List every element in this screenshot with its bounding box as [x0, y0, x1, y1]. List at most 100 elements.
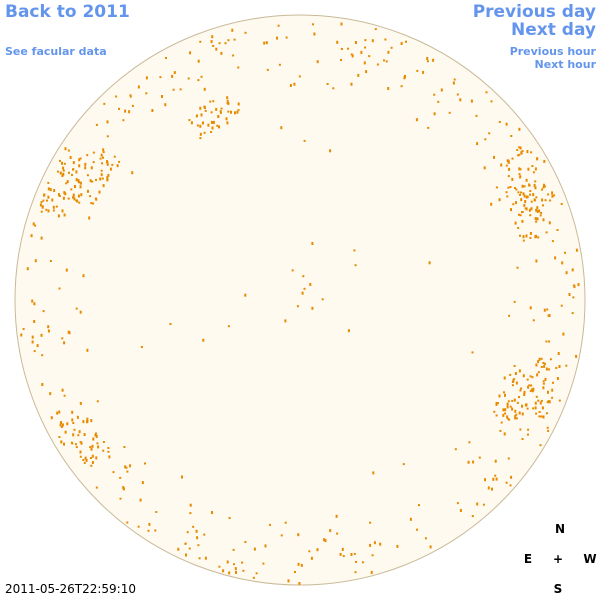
facula: [492, 477, 495, 481]
facula: [354, 41, 357, 44]
facula: [102, 184, 105, 188]
facula: [74, 185, 76, 188]
facula: [147, 529, 150, 532]
facula: [209, 100, 212, 103]
facula: [329, 149, 332, 153]
facula: [199, 40, 202, 43]
facula: [548, 340, 550, 343]
facula: [189, 503, 192, 507]
facula: [122, 486, 125, 490]
facula: [541, 198, 544, 202]
facula: [523, 390, 526, 394]
facula: [519, 234, 521, 237]
facula: [26, 267, 29, 271]
facula: [59, 159, 61, 162]
facula: [47, 209, 50, 213]
facula: [516, 266, 519, 269]
facula: [503, 376, 506, 380]
facula: [211, 127, 214, 130]
facula: [63, 191, 66, 195]
facula: [298, 75, 301, 78]
facula: [530, 388, 533, 391]
back-link[interactable]: Back to 2011: [5, 2, 130, 22]
facula: [536, 157, 539, 160]
facula: [34, 259, 37, 263]
facula: [125, 466, 128, 469]
facula: [128, 110, 131, 114]
facula: [284, 319, 287, 323]
facula: [511, 177, 514, 181]
facula: [547, 314, 550, 317]
next-hour-link[interactable]: Next hour: [534, 58, 597, 71]
facula: [560, 304, 563, 307]
facula: [514, 414, 517, 418]
facula: [64, 430, 67, 434]
facula: [533, 198, 536, 202]
facula: [293, 82, 296, 86]
facula: [510, 475, 513, 479]
facula: [551, 194, 554, 198]
facula: [242, 569, 245, 572]
facula: [313, 32, 316, 36]
facula: [203, 105, 206, 108]
facula: [506, 159, 509, 163]
facula: [551, 396, 554, 399]
facula: [63, 442, 65, 446]
facula: [476, 502, 479, 506]
facula: [244, 541, 247, 543]
facula: [96, 442, 99, 445]
facula: [427, 126, 430, 129]
facula: [518, 167, 521, 171]
facula: [454, 448, 457, 451]
facula: [323, 538, 326, 542]
facula: [490, 100, 493, 103]
facula: [577, 283, 580, 287]
facula: [534, 167, 537, 171]
facula: [503, 432, 506, 436]
facula: [311, 242, 314, 245]
facula: [543, 185, 546, 188]
facula: [90, 419, 93, 423]
facula: [52, 209, 55, 212]
facula: [216, 124, 219, 127]
facula: [526, 378, 529, 381]
facula: [515, 417, 518, 420]
facula: [82, 274, 85, 278]
facula: [188, 547, 191, 550]
facula: [78, 430, 81, 434]
facula: [192, 525, 195, 528]
facula: [276, 36, 278, 40]
facula: [544, 362, 546, 365]
facula: [571, 268, 574, 272]
facula: [266, 68, 269, 71]
facula: [129, 95, 132, 98]
facula: [504, 408, 507, 412]
facula: [95, 486, 98, 489]
facula: [75, 307, 78, 310]
facula: [89, 195, 92, 198]
facula: [90, 457, 92, 459]
facula: [517, 154, 520, 157]
facula: [523, 194, 526, 198]
facula: [549, 199, 552, 202]
facula: [519, 175, 522, 178]
facula: [521, 219, 524, 223]
facula: [31, 340, 34, 344]
facula: [510, 208, 512, 212]
facula: [126, 470, 129, 473]
facular-link[interactable]: See facular data: [5, 45, 107, 58]
previous-hour-link[interactable]: Previous hour: [509, 45, 596, 58]
previous-day-link[interactable]: Previous day: [472, 2, 596, 22]
facula: [68, 171, 70, 174]
facula: [535, 395, 538, 398]
next-day-link[interactable]: Next day: [511, 20, 596, 40]
facula: [79, 181, 82, 185]
facula: [507, 160, 510, 164]
facula: [528, 208, 531, 212]
facula: [546, 308, 549, 311]
compass-center: +: [552, 552, 564, 566]
facula: [43, 193, 46, 196]
facula: [529, 232, 532, 235]
facula: [520, 151, 523, 155]
facula: [253, 547, 256, 551]
